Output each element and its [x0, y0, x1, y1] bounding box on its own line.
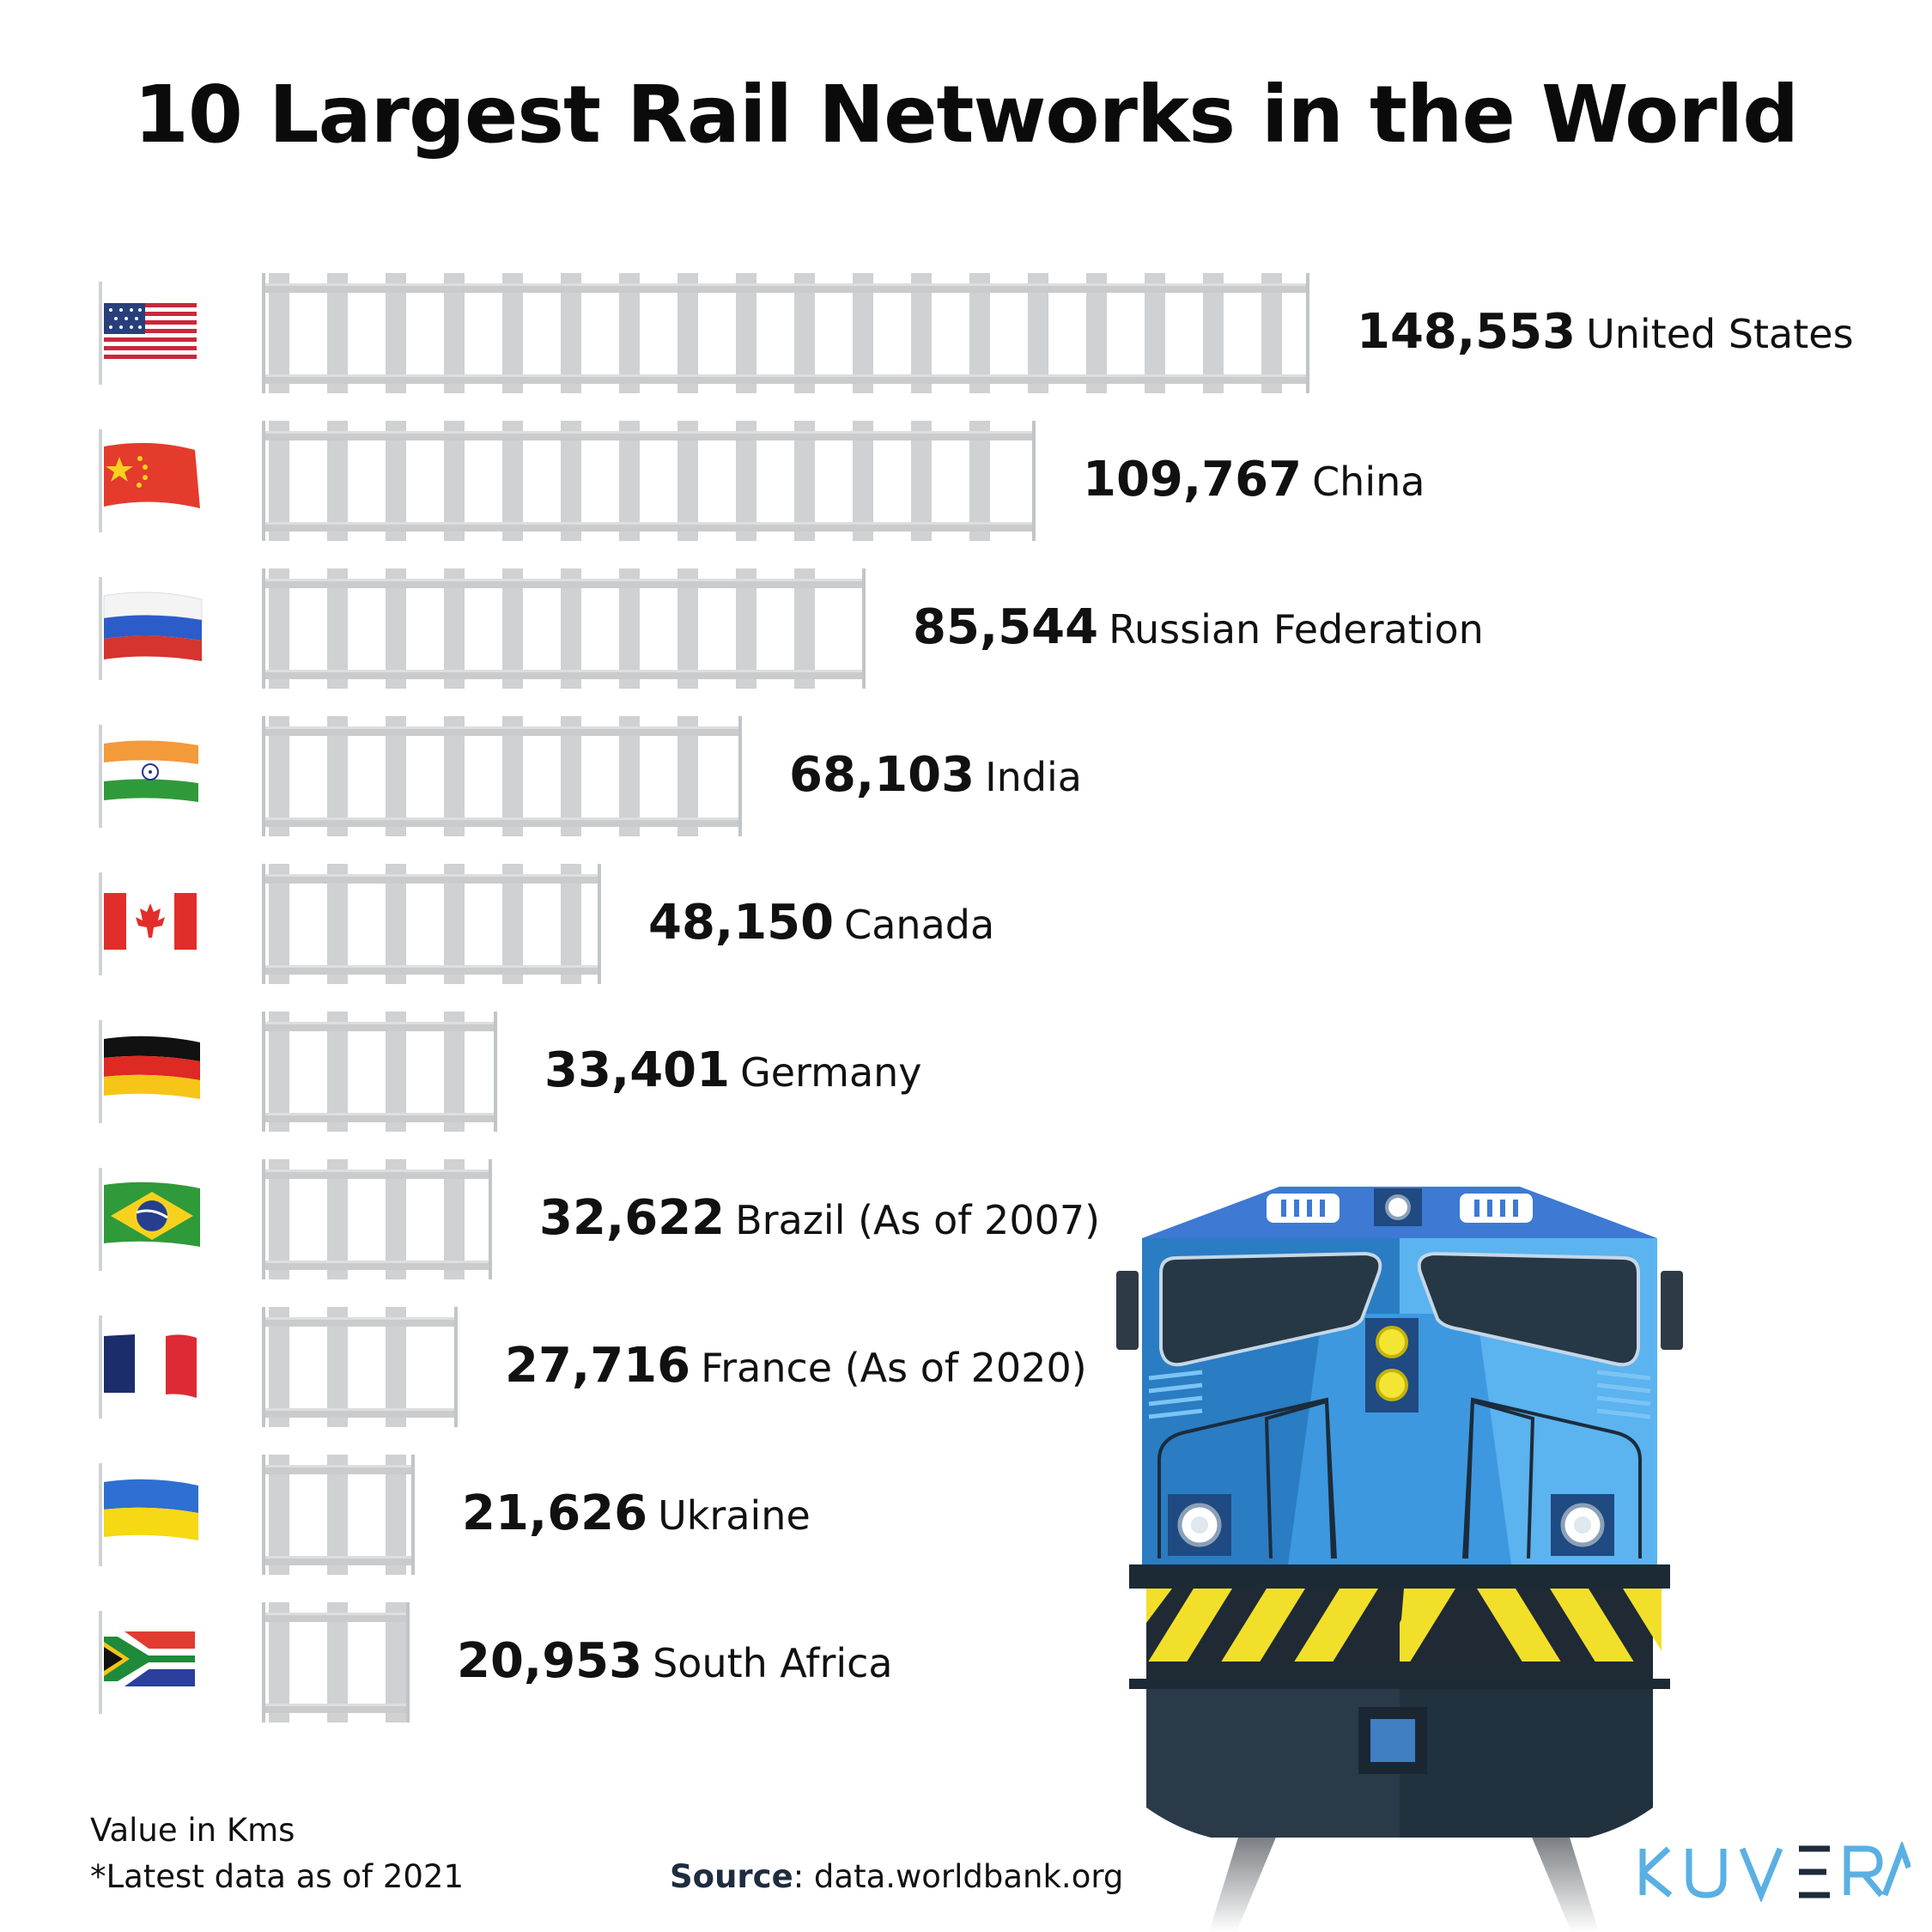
value-label: 32,622: [539, 1190, 726, 1246]
value-label: 33,401: [544, 1042, 731, 1098]
source-credit: Source: data.worldbank.org: [670, 1858, 1123, 1895]
rail-track-bar: [262, 1159, 492, 1279]
bar-label: 148,553 United States: [1357, 304, 1854, 360]
bar-label: 85,544 Russian Federation: [913, 599, 1484, 655]
chart-title: 10 Largest Rail Networks in the World: [133, 69, 1799, 161]
value-label: 68,103: [789, 747, 975, 803]
source-text: : data.worldbank.org: [793, 1858, 1124, 1895]
country-label: South Africa: [653, 1640, 893, 1686]
rail-track-bar: [262, 1307, 458, 1427]
rail-track-bar: [262, 421, 1036, 541]
germany-flag-icon: [99, 1003, 219, 1123]
rail-track-bar-graphic: [262, 1602, 410, 1722]
us-flag-icon: [99, 264, 219, 385]
source-label: Source: [670, 1858, 793, 1895]
kuvera-logo: [1639, 1842, 1911, 1902]
canada-flag-icon: [99, 855, 219, 975]
value-label: 27,716: [505, 1338, 691, 1394]
rail-track-bar-graphic: [262, 1455, 415, 1575]
rail-track-bar-graphic: [262, 568, 866, 689]
bar-label: 48,150 Canada: [648, 895, 994, 951]
value-label: 85,544: [913, 599, 1099, 655]
bar-label: 33,401 Germany: [544, 1042, 922, 1098]
country-label: Canada: [844, 902, 995, 948]
rail-track-bar: [262, 273, 1309, 393]
russia-flag-icon: [99, 560, 219, 680]
rail-track-bar-graphic: [262, 1159, 492, 1279]
bar-label: 21,626 Ukraine: [462, 1485, 811, 1541]
ukraine-flag-icon: [99, 1446, 219, 1566]
country-label: United States: [1586, 311, 1854, 357]
value-label: 20,953: [457, 1633, 643, 1689]
country-label: Brazil (As of 2007): [735, 1197, 1101, 1243]
value-label: 109,767: [1083, 452, 1303, 507]
rail-track-bar-graphic: [262, 421, 1036, 541]
bar-label: 109,767 China: [1083, 452, 1425, 507]
rail-track-bar-graphic: [262, 1012, 497, 1132]
country-label: China: [1312, 459, 1425, 505]
unit-note: Value in Kms: [90, 1812, 295, 1849]
value-label: 48,150: [648, 895, 835, 951]
locomotive-illustration: [1116, 1187, 1683, 1932]
rail-track-bar: [262, 568, 866, 689]
rail-track-bar-graphic: [262, 716, 742, 836]
country-label: France (As of 2020): [701, 1345, 1087, 1391]
india-flag-icon: [99, 708, 219, 828]
rail-track-bar: [262, 864, 601, 984]
country-label: India: [985, 754, 1082, 800]
brazil-flag-icon: [99, 1151, 219, 1271]
rail-track-bar: [262, 716, 742, 836]
rail-track-bar: [262, 1455, 415, 1575]
country-label: Germany: [740, 1049, 922, 1096]
rail-track-bar-graphic: [262, 273, 1309, 393]
bar-label: 27,716 France (As of 2020): [505, 1338, 1087, 1394]
china-flag-icon: [99, 412, 219, 532]
value-label: 21,626: [462, 1485, 648, 1541]
rail-track-bar: [262, 1012, 497, 1132]
rail-track-bar-graphic: [262, 1307, 458, 1427]
bar-label: 32,622 Brazil (As of 2007): [539, 1190, 1100, 1246]
value-label: 148,553: [1357, 304, 1577, 360]
france-flag-icon: [99, 1298, 219, 1419]
rail-track-bar: [262, 1602, 410, 1722]
bar-label: 68,103 India: [789, 747, 1082, 803]
country-label: Russian Federation: [1109, 606, 1484, 653]
country-label: Ukraine: [658, 1492, 811, 1539]
data-note: *Latest data as of 2021: [90, 1858, 465, 1895]
south-africa-flag-icon: [99, 1594, 219, 1714]
bar-label: 20,953 South Africa: [457, 1633, 893, 1689]
rail-track-bar-graphic: [262, 864, 601, 984]
